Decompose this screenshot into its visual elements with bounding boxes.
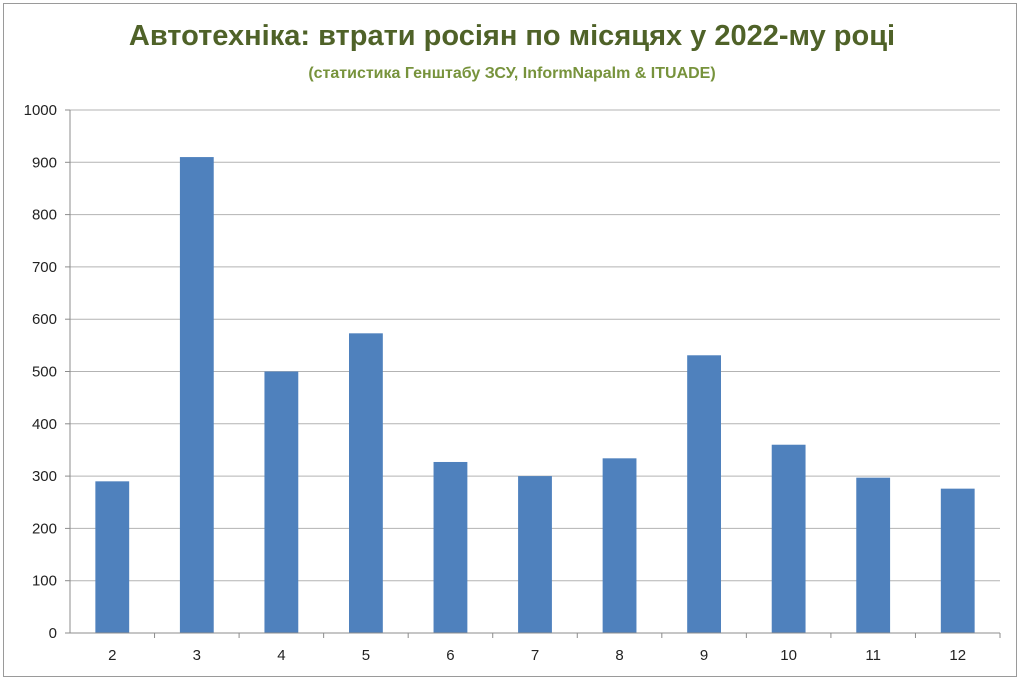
x-tick-label: 5 <box>362 647 370 664</box>
bar <box>179 157 214 633</box>
x-tick-label: 3 <box>193 647 201 664</box>
y-tick-label: 1000 <box>24 102 57 119</box>
y-tick-label: 100 <box>32 573 57 590</box>
bar <box>687 355 721 633</box>
x-tick-label: 9 <box>700 647 708 664</box>
gridlines <box>70 109 1000 582</box>
bar <box>771 444 806 633</box>
x-tick-label: 12 <box>949 647 966 664</box>
bar <box>856 477 891 633</box>
bar <box>940 488 975 633</box>
x-tick-label: 11 <box>865 647 881 664</box>
bar <box>433 461 468 633</box>
y-tick-label: 600 <box>32 311 57 328</box>
bar <box>518 476 552 633</box>
y-tick-label: 500 <box>32 364 57 381</box>
x-tick-label: 10 <box>780 647 797 664</box>
y-tick-label: 800 <box>32 207 57 224</box>
bar <box>602 458 637 633</box>
bar <box>95 481 130 633</box>
bar <box>349 333 383 633</box>
axes <box>65 109 1001 638</box>
bars <box>95 157 975 633</box>
x-tick-labels: 2 3 4 5 6 7 8 9 10 11 12 <box>108 647 966 664</box>
chart-title: Автотехніка: втрати росіян по місяцях у … <box>128 20 896 52</box>
y-tick-label: 0 <box>49 625 57 642</box>
y-tick-label: 300 <box>32 468 57 485</box>
y-tick-label: 700 <box>32 259 57 276</box>
y-tick-label: 400 <box>32 416 57 433</box>
x-tick-label: 6 <box>446 647 454 664</box>
chart-subtitle: (статистика Генштабу ЗСУ, InformNapalm &… <box>308 65 716 82</box>
x-tick-label: 4 <box>277 647 285 664</box>
y-tick-labels: 0 100 200 300 400 500 600 700 800 900 1000 <box>24 102 57 642</box>
bar <box>264 371 299 633</box>
y-tick-label: 900 <box>32 154 57 171</box>
x-tick-label: 8 <box>615 647 623 664</box>
chart-frame <box>3 3 1017 677</box>
x-tick-label: 2 <box>108 647 116 664</box>
y-tick-label: 200 <box>32 520 57 537</box>
x-tick-label: 7 <box>531 647 539 664</box>
